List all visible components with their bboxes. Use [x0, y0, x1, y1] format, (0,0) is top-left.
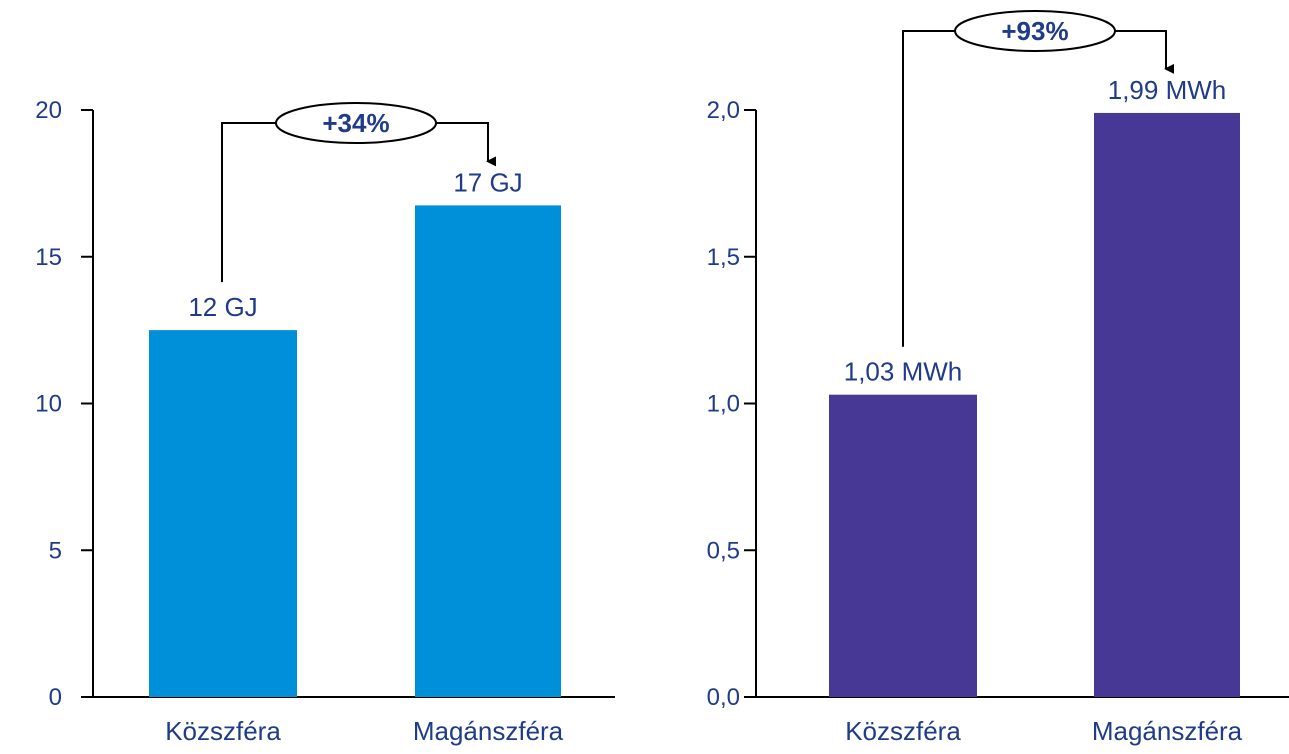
data-label: 1,99 MWh [1108, 75, 1227, 105]
y-tick-label: 0,0 [707, 684, 740, 711]
y-tick-label: 0 [49, 684, 62, 711]
category-label: Közszféra [845, 716, 961, 746]
data-label: 12 GJ [188, 292, 257, 322]
y-tick-label: 2,0 [707, 97, 740, 124]
bar [149, 330, 297, 697]
change-label: +34% [322, 108, 389, 138]
category-label: Magánszféra [413, 716, 564, 746]
change-badge [275, 102, 437, 144]
change-label: +93% [1001, 16, 1068, 46]
change-badge [954, 10, 1116, 52]
data-label: 17 GJ [453, 167, 522, 197]
y-tick-label: 15 [35, 244, 62, 271]
bar [1094, 112, 1240, 697]
bar [415, 205, 561, 697]
category-label: Közszféra [165, 716, 281, 746]
y-tick-label: 0,5 [707, 537, 740, 564]
y-tick-label: 10 [35, 391, 62, 418]
y-tick-label: 20 [35, 97, 62, 124]
category-label: Magánszféra [1092, 716, 1243, 746]
bar [829, 394, 977, 697]
y-tick-label: 1,0 [707, 391, 740, 418]
y-tick-label: 5 [49, 537, 62, 564]
data-label: 1,03 MWh [844, 357, 963, 387]
y-tick-label: 1,5 [707, 244, 740, 271]
